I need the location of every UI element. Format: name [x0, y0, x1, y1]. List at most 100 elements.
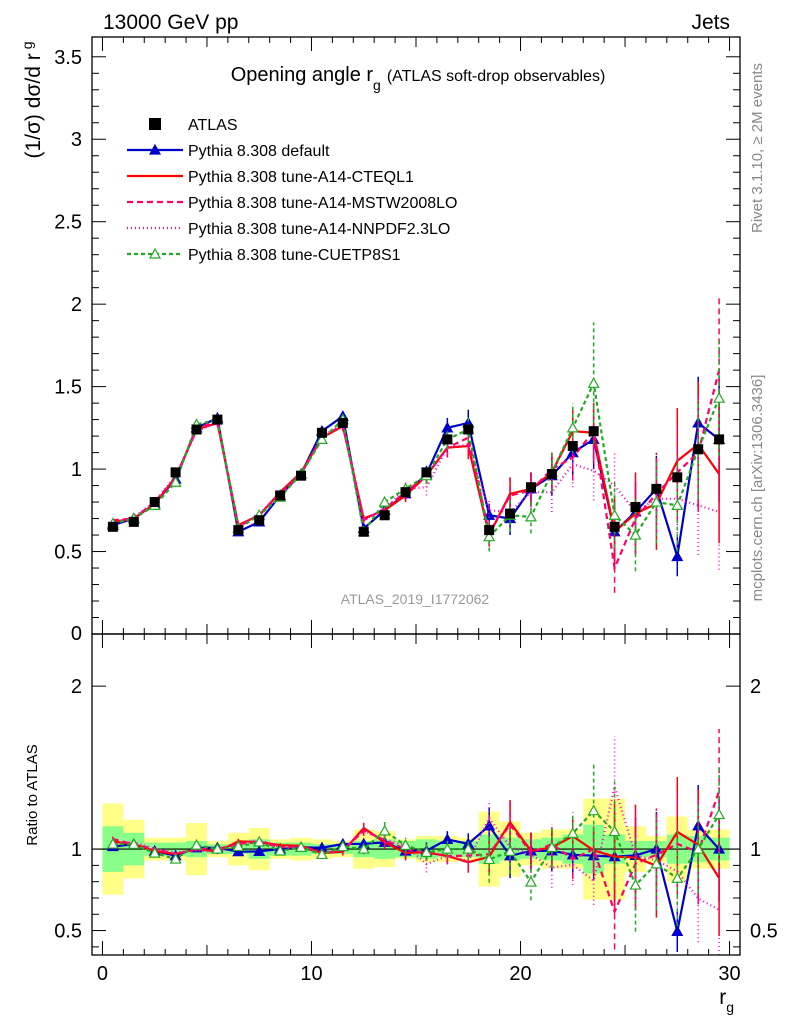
x-tick-label: 0 — [97, 963, 108, 985]
y-tick-label: 3.5 — [54, 47, 82, 69]
header-right: Jets — [691, 11, 730, 34]
series-ratio-marker — [274, 844, 287, 856]
series-ratio-marker — [441, 842, 454, 854]
series-ratio-marker — [378, 824, 391, 836]
data-point — [484, 525, 495, 536]
data-point — [609, 521, 620, 532]
series-ratio-marker — [127, 838, 140, 849]
legend-marker-atlas — [149, 118, 161, 130]
series-marker — [566, 421, 579, 433]
data-point — [463, 424, 474, 435]
x-tick-label: 10 — [300, 963, 322, 985]
series-marker — [378, 495, 391, 507]
series-ratio-marker — [504, 845, 517, 856]
data-point — [254, 515, 265, 526]
series-ratio-marker — [169, 852, 182, 864]
series-line — [112, 379, 721, 539]
data-point — [296, 470, 307, 481]
series-ratio-marker — [399, 839, 412, 850]
legend-marker — [148, 247, 162, 259]
series-line — [112, 421, 720, 529]
y-tick-label: 3 — [71, 129, 82, 151]
y-axis-label-main: (1/σ) dσ/d r — [22, 53, 45, 158]
data-point — [714, 434, 725, 445]
data-point — [693, 444, 704, 455]
data-point — [525, 482, 536, 493]
data-point — [379, 510, 390, 521]
legend-label: Pythia 8.308 tune-CUETP8S1 — [188, 247, 401, 264]
series-ratio-marker — [253, 845, 266, 857]
data-point — [672, 472, 683, 483]
series-ratio-marker — [671, 925, 684, 937]
y-axis-label: (1/σ) dσ/d r g — [19, 41, 45, 158]
data-point — [107, 521, 118, 532]
data-point — [421, 467, 432, 478]
y-tick-label-zero: 0 — [71, 623, 82, 645]
series-ratio-marker — [420, 846, 433, 858]
legend-label: Pythia 8.308 tune-A14-NNPDF2.3LO — [188, 221, 450, 238]
series-ratio-marker — [587, 804, 600, 816]
data-point — [128, 516, 139, 527]
series-ratio-marker — [232, 845, 245, 857]
series-ratio-marker — [566, 827, 579, 838]
mcplots-note: mcplots.cern.ch [arXiv:1306.3436] — [749, 375, 766, 602]
ratio-y-tick-label-right: 0.5 — [750, 921, 778, 943]
data-point — [358, 526, 369, 537]
data-point — [630, 502, 641, 513]
chart-title-sub: g — [373, 77, 381, 93]
series-ratio-marker — [713, 808, 726, 820]
series-ratio-marker — [190, 838, 203, 850]
series-ratio-marker — [315, 848, 328, 860]
series-ratio-marker — [692, 842, 705, 854]
ratio-frame — [91, 633, 741, 956]
series-ratio-marker — [545, 841, 558, 853]
x-axis-label: rg — [719, 986, 734, 1015]
data-point — [567, 440, 578, 451]
ratio-y-tick-label: 2 — [71, 676, 82, 698]
data-point — [233, 525, 244, 536]
watermark: ATLAS_2019_I1772062 — [341, 591, 490, 607]
series-marker — [650, 495, 663, 507]
series-ratio-marker — [524, 875, 537, 887]
series-marker — [483, 530, 496, 542]
data-point — [442, 434, 453, 445]
legend: ATLAS Pythia 8.308 default Pythia 8.308 tu… — [127, 117, 457, 264]
data-point — [316, 427, 327, 438]
data-point — [546, 469, 557, 480]
series-ratio-marker — [483, 853, 496, 865]
series-ratio-marker — [671, 872, 684, 883]
series-marker — [524, 510, 537, 522]
y-axis-label-sub: g — [19, 41, 35, 49]
series-ratio-marker — [232, 840, 245, 852]
chart-title: Opening angle rg (ATLAS soft-drop observa… — [231, 64, 606, 93]
ratio-y-tick-label-right: 2 — [750, 676, 761, 698]
x-tick-label: 30 — [718, 963, 740, 985]
series-ratio-marker — [253, 835, 266, 847]
series-marker — [713, 391, 726, 403]
series-ratio-marker — [106, 837, 119, 849]
data-point — [337, 417, 348, 428]
y-tick-label: 2.5 — [54, 212, 82, 234]
series-marker — [315, 433, 328, 444]
series-ratio-line — [112, 809, 721, 888]
rivet-note: Rivet 3.1.10, ≥ 2M events — [749, 63, 766, 233]
series-marker — [608, 509, 621, 520]
data-point — [212, 414, 223, 425]
series-ratio-marker — [148, 846, 161, 858]
ratio-y-tick-label-right: 1 — [750, 839, 761, 861]
data-points — [107, 414, 725, 537]
x-axis-label-main: r — [719, 986, 726, 1009]
series-line — [112, 369, 721, 573]
data-point — [149, 497, 160, 508]
legend-label: Pythia 8.308 tune-A14-MSTW2008LO — [188, 195, 457, 212]
legend-label: Pythia 8.308 tune-A14-CTEQL1 — [188, 169, 414, 186]
data-point — [275, 490, 286, 501]
ratio-y-tick-label: 1 — [71, 839, 82, 861]
data-point — [505, 508, 516, 519]
x-tick-label: 20 — [509, 963, 531, 985]
series-ratio-marker — [650, 857, 663, 869]
ratio-y-tick-label: 0.5 — [54, 921, 82, 943]
y-tick-label: 1.5 — [54, 377, 82, 399]
data-point — [400, 487, 411, 498]
